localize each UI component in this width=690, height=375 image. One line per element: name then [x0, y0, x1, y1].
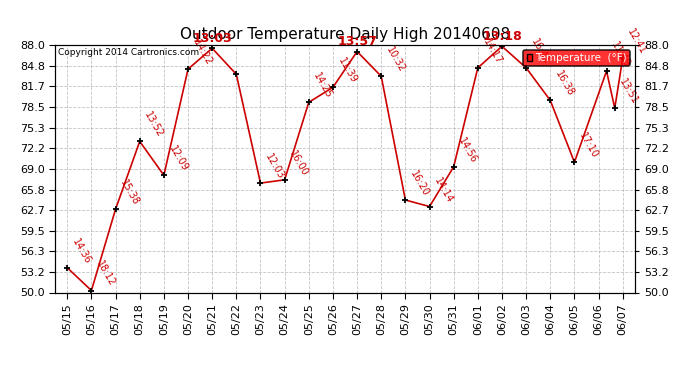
Text: 16:41: 16:41: [529, 37, 551, 66]
Text: 14:22: 14:22: [191, 38, 214, 67]
Text: 14:56: 14:56: [457, 136, 479, 165]
Text: 16:38: 16:38: [553, 69, 575, 98]
Text: 12:03: 12:03: [264, 152, 286, 181]
Title: Outdoor Temperature Daily High 20140608: Outdoor Temperature Daily High 20140608: [180, 27, 510, 42]
Text: 13:57: 13:57: [337, 35, 377, 48]
Text: 13:18: 13:18: [482, 30, 522, 43]
Text: 15:38: 15:38: [119, 178, 141, 207]
Text: 13:03: 13:03: [193, 32, 232, 45]
Text: 13:52: 13:52: [143, 110, 166, 140]
Legend: Temperature  (°F): Temperature (°F): [524, 50, 629, 66]
Text: 17:10: 17:10: [578, 131, 600, 160]
Text: 11:39: 11:39: [336, 56, 358, 86]
Text: 10:32: 10:32: [384, 45, 406, 74]
Text: 12:41: 12:41: [626, 27, 648, 56]
Text: 18:12: 18:12: [95, 260, 117, 289]
Text: 14:14: 14:14: [433, 176, 455, 205]
Text: 11:49: 11:49: [609, 40, 632, 69]
Text: 16:00: 16:00: [288, 149, 310, 178]
Text: Copyright 2014 Cartronics.com: Copyright 2014 Cartronics.com: [58, 48, 199, 57]
Text: 14:36: 14:36: [70, 237, 92, 266]
Text: 13:51: 13:51: [618, 77, 640, 106]
Text: 12:09: 12:09: [167, 144, 189, 173]
Text: 14:25: 14:25: [312, 71, 335, 100]
Text: 14:17: 14:17: [481, 37, 503, 66]
Text: 16:20: 16:20: [408, 169, 431, 198]
